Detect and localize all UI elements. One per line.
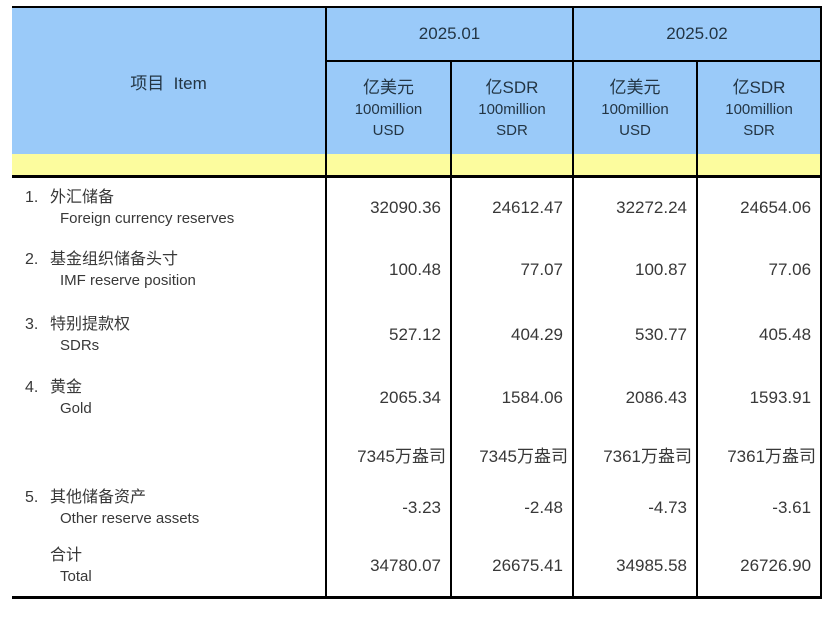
stripe-cell (325, 154, 451, 178)
item-name-cn: 合计 (50, 546, 83, 564)
value-cell: 77.06 (696, 238, 823, 302)
stripe-cell (12, 154, 326, 178)
stripe-row (12, 154, 823, 178)
value-cell: 7345万盎司 (325, 428, 451, 480)
unit-label-en: 100million (725, 100, 793, 118)
item-column-header: 项目 Item (12, 7, 326, 154)
item-label (12, 428, 326, 480)
unit-label-cn: 亿SDR (732, 77, 786, 97)
value-cell: 26726.90 (696, 536, 823, 597)
item-name-en: Total (60, 567, 92, 585)
header-row-units: 亿美元 100million USD 亿SDR 100million SDR 亿… (12, 61, 823, 154)
table-row-total: 合计 Total 34780.07 26675.41 34985.58 2672… (12, 536, 823, 597)
value-cell: 1584.06 (449, 367, 574, 428)
value-cell: 32272.24 (572, 176, 698, 238)
item-label: 3. 特别提款权 SDRs (12, 302, 326, 367)
unit-label-en: 100million (601, 100, 669, 118)
table-row-gold: 4. 黄金 Gold 2065.34 1584.06 2086.43 1593.9… (12, 367, 823, 428)
item-label: 合计 Total (12, 536, 326, 597)
item-label: 2. 基金组织储备头寸 IMF reserve position (12, 238, 326, 302)
item-name-cn: 基金组织储备头寸 (50, 251, 179, 268)
item-name-en: Foreign currency reserves (60, 209, 235, 227)
unit-label-cn: 亿SDR (485, 77, 539, 97)
reserve-assets-table: 项目 Item 2025.01 2025.02 亿美元 100million U… (12, 6, 823, 599)
unit-label-cn: 亿美元 (609, 77, 661, 97)
item-label: 1. 外汇储备 Foreign currency reserves (12, 176, 326, 238)
value-cell: 2086.43 (572, 367, 698, 428)
value-cell: -2.48 (449, 480, 574, 536)
item-name-en: IMF reserve position (60, 272, 196, 289)
unit-header-sdr-2025-02: 亿SDR 100million SDR (696, 61, 823, 154)
item-label: 5. 其他储备资产 Other reserve assets (12, 480, 326, 536)
item-name-cn: 其他储备资产 (50, 489, 147, 506)
value-cell: 7361万盎司 (572, 428, 698, 480)
value-cell: 100.48 (325, 238, 451, 302)
item-name-en: Other reserve assets (60, 510, 200, 527)
value-cell: 2065.34 (325, 367, 451, 428)
item-number: 3. (25, 315, 39, 333)
item-name-en: SDRs (60, 336, 100, 354)
unit-label-en: 100million (354, 100, 423, 118)
value-cell: 34985.58 (572, 536, 698, 597)
item-name-en: Gold (60, 399, 92, 417)
value-cell: 530.77 (572, 302, 698, 367)
stripe-cell (696, 154, 823, 178)
item-label: 4. 黄金 Gold (12, 367, 326, 428)
item-name-cn: 外汇储备 (50, 188, 115, 206)
table-row-gold-ounces: 7345万盎司 7345万盎司 7361万盎司 7361万盎司 (12, 428, 823, 480)
item-number: 4. (25, 378, 39, 396)
value-cell: 34780.07 (325, 536, 451, 597)
unit-label-code: SDR (743, 121, 775, 139)
value-cell: 24654.06 (696, 176, 823, 238)
unit-label-cn: 亿美元 (363, 77, 414, 97)
value-cell: -4.73 (572, 480, 698, 536)
table-row-foreign-currency-reserves: 1. 外汇储备 Foreign currency reserves 32090.3… (12, 176, 823, 238)
value-cell: 1593.91 (696, 367, 823, 428)
unit-label-code: USD (372, 121, 405, 139)
unit-header-sdr-2025-01: 亿SDR 100million SDR (449, 61, 574, 154)
value-cell: -3.23 (325, 480, 451, 536)
unit-label-en: 100million (478, 100, 546, 118)
item-number: 2. (25, 251, 39, 268)
table-row-other-reserve-assets: 5. 其他储备资产 Other reserve assets -3.23 -2.4… (12, 480, 823, 536)
stripe-cell (449, 154, 574, 178)
item-number: 1. (25, 188, 39, 206)
period-header-2025-02: 2025.02 (572, 7, 823, 62)
unit-label-code: USD (619, 121, 651, 139)
value-cell: 7361万盎司 (696, 428, 823, 480)
unit-label-code: SDR (496, 121, 528, 139)
period-header-2025-01: 2025.01 (324, 7, 574, 62)
value-cell: 77.07 (449, 238, 574, 302)
header-row-periods: 项目 Item 2025.01 2025.02 (12, 7, 823, 154)
value-cell: 100.87 (572, 238, 698, 302)
item-number: 5. (25, 489, 39, 506)
value-cell: 24612.47 (449, 176, 574, 238)
value-cell: 7345万盎司 (449, 428, 574, 480)
unit-header-usd-2025-01: 亿美元 100million USD (325, 61, 451, 154)
value-cell: 26675.41 (449, 536, 574, 597)
value-cell: 32090.36 (325, 176, 451, 238)
value-cell: 405.48 (696, 302, 823, 367)
value-cell: 404.29 (449, 302, 574, 367)
value-cell: -3.61 (696, 480, 823, 536)
item-name-cn: 黄金 (50, 378, 83, 396)
table-row-sdrs: 3. 特别提款权 SDRs 527.12 404.29 530.77 405.48 (12, 302, 823, 367)
value-cell: 527.12 (325, 302, 451, 367)
stripe-cell (572, 154, 698, 178)
unit-header-usd-2025-02: 亿美元 100million USD (572, 61, 698, 154)
table-row-imf-reserve-position: 2. 基金组织储备头寸 IMF reserve position 100.48 7… (12, 238, 823, 302)
item-name-cn: 特别提款权 (50, 315, 131, 333)
